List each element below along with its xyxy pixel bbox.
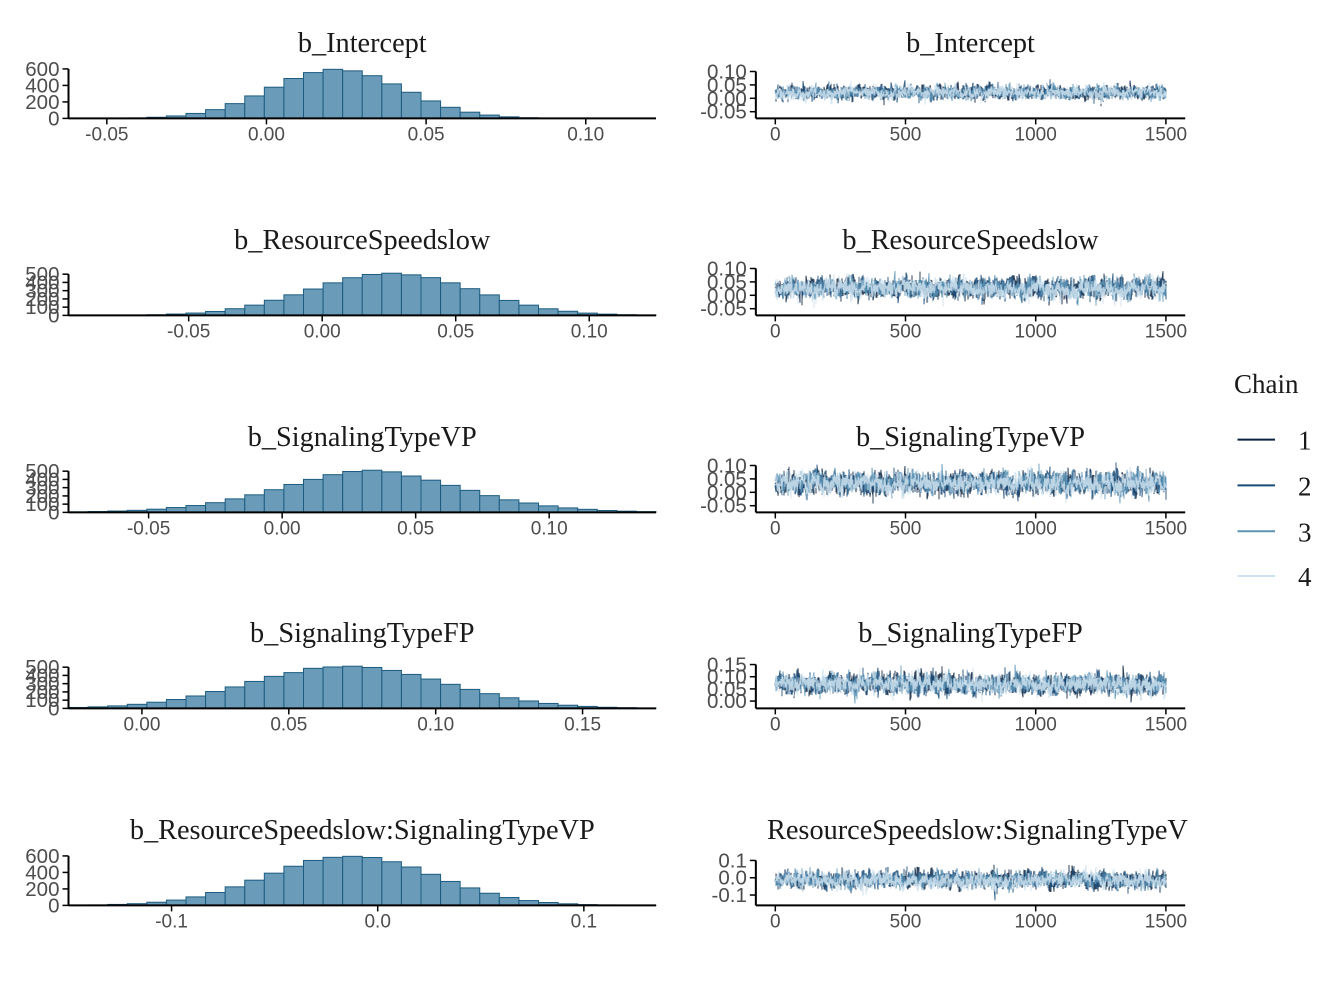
svg-text:Chain: Chain [1234,369,1299,399]
svg-text:2: 2 [1298,471,1312,501]
svg-text:1: 1 [1298,426,1312,456]
svg-text:3: 3 [1298,517,1312,547]
svg-text:4: 4 [1298,562,1312,592]
